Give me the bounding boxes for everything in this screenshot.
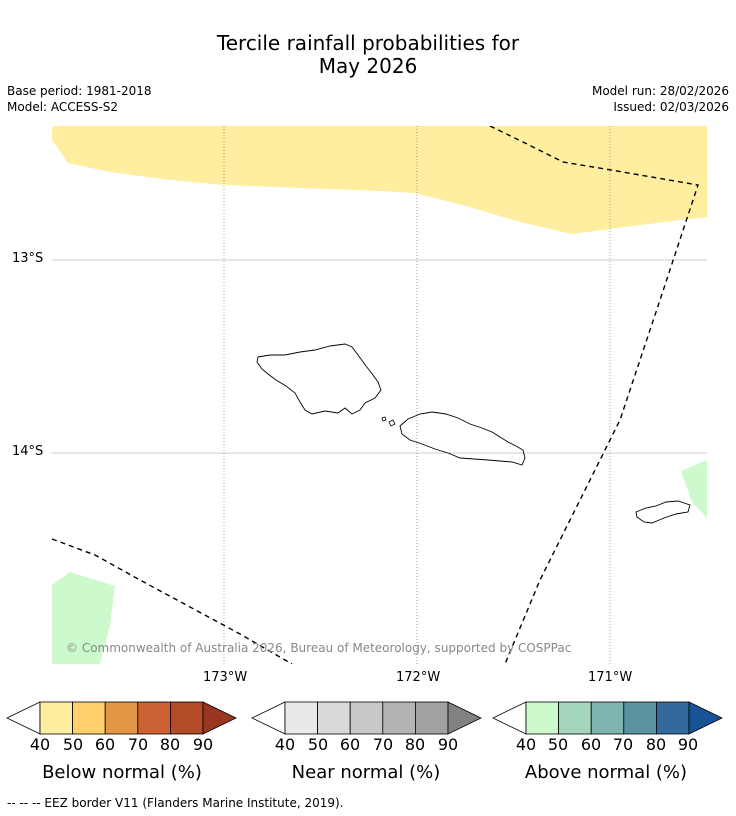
above-colorbar-segment	[558, 701, 592, 735]
below-tick: 40	[29, 735, 51, 754]
near-tick: 60	[339, 735, 361, 754]
base-period-text: Base period: 1981-2018	[7, 84, 152, 98]
near-colorbar-segment	[414, 701, 449, 735]
copyright-text: © Commonwealth of Australia 2026, Bureau…	[66, 641, 572, 655]
eez-border-northeast	[489, 126, 699, 664]
lat-label-14s: 14°S	[12, 444, 44, 459]
above-colorbar-segment	[525, 701, 559, 735]
map-title-line-2: May 2026	[318, 54, 418, 78]
near-tick: 40	[274, 735, 296, 754]
above-tick: 40	[515, 735, 537, 754]
above-colorbar-segment	[590, 701, 625, 735]
manono-islet-outline	[388, 419, 396, 427]
map-title-line-1: Tercile rainfall probabilities for	[216, 31, 520, 55]
lon-label-171w: 171°W	[588, 670, 633, 685]
near-colorbar-segment	[382, 701, 416, 735]
below-colorbar-segment	[137, 701, 171, 735]
issued-text: Issued: 02/03/2026	[613, 100, 729, 114]
lon-label-173w: 173°W	[203, 670, 248, 685]
tutuila-island-outline	[635, 500, 691, 524]
below-colorbar-segment	[169, 701, 204, 735]
model-text: Model: ACCESS-S2	[7, 100, 119, 114]
near-normal-colorbar	[251, 701, 482, 735]
savaii-island-outline	[256, 343, 382, 415]
lat-label-13s: 13°S	[12, 251, 44, 266]
near-tick: 50	[307, 735, 329, 754]
near-colorbar-min-extension	[251, 701, 286, 735]
above-normal-region-southwest	[52, 572, 115, 664]
upolu-island-outline	[399, 411, 526, 466]
above-colorbar-segment	[656, 701, 690, 735]
near-tick: 80	[404, 735, 426, 754]
apolima-islet-outline	[381, 416, 387, 422]
map-area	[52, 126, 707, 664]
below-colorbar-segment	[72, 701, 106, 735]
above-colorbar-segment	[623, 701, 657, 735]
below-colorbar-segment	[39, 701, 73, 735]
near-colorbar-segment	[284, 701, 318, 735]
above-tick: 60	[580, 735, 602, 754]
near-normal-label: Near normal (%)	[291, 762, 441, 783]
above-colorbar-max-extension	[688, 701, 723, 735]
below-tick: 50	[62, 735, 84, 754]
below-tick: 70	[127, 735, 149, 754]
below-normal-label: Below normal (%)	[42, 762, 202, 783]
below-tick: 90	[192, 735, 214, 754]
above-tick: 50	[547, 735, 569, 754]
above-tick: 80	[645, 735, 667, 754]
below-normal-region	[52, 126, 707, 234]
near-colorbar-segment	[349, 701, 384, 735]
model-run-text: Model run: 28/02/2026	[591, 84, 729, 98]
eez-footnote: -- -- -- EEZ border V11 (Flanders Marine…	[7, 796, 344, 810]
above-normal-region-east	[681, 460, 707, 518]
below-tick: 60	[94, 735, 116, 754]
eez-border-southwest	[52, 538, 293, 664]
below-colorbar-min-extension	[6, 701, 41, 735]
above-tick: 90	[677, 735, 699, 754]
lon-label-172w: 172°W	[396, 670, 441, 685]
above-normal-label: Above normal (%)	[524, 762, 688, 783]
near-tick: 70	[372, 735, 394, 754]
above-tick: 70	[612, 735, 634, 754]
below-normal-colorbar	[6, 701, 237, 735]
below-tick: 80	[159, 735, 181, 754]
below-colorbar-max-extension	[202, 701, 237, 735]
below-colorbar-segment	[104, 701, 139, 735]
above-colorbar-min-extension	[492, 701, 527, 735]
near-colorbar-segment	[317, 701, 351, 735]
above-normal-colorbar	[492, 701, 723, 735]
near-colorbar-max-extension	[447, 701, 482, 735]
near-tick: 90	[437, 735, 459, 754]
